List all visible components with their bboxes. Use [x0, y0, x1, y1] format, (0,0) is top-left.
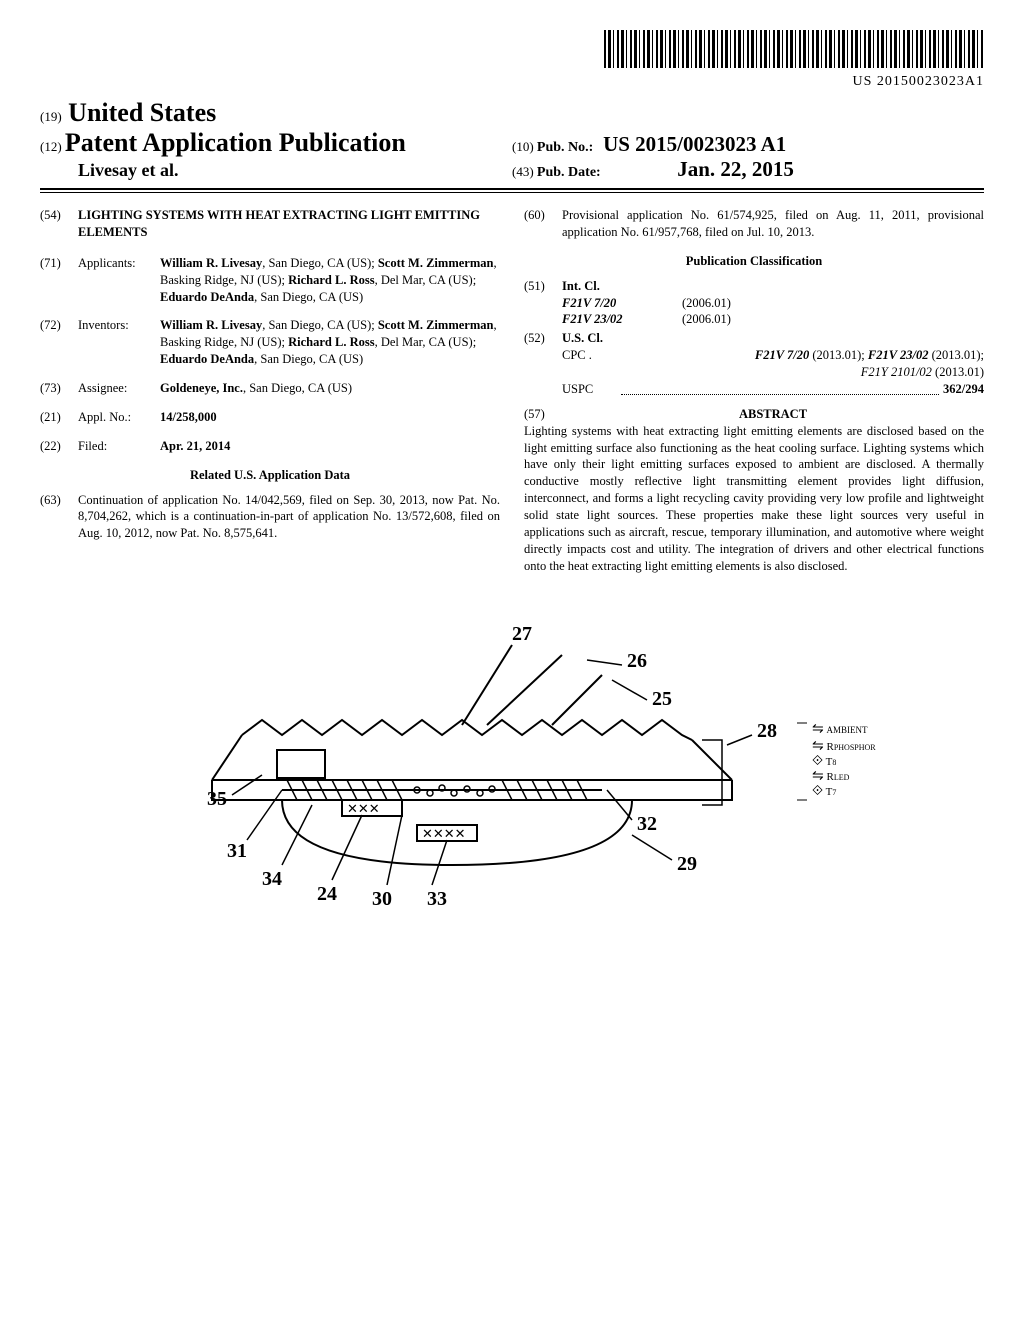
assignee-value: Goldeneye, Inc., San Diego, CA (US) — [160, 380, 500, 397]
barcode-number: US 20150023023A1 — [40, 74, 984, 90]
uspc-line: USPC 362/294 — [562, 381, 984, 398]
field-title: (54) LIGHTING SYSTEMS WITH HEAT EXTRACTI… — [40, 207, 500, 241]
svg-text:⟐ T8: ⟐ T8 — [812, 754, 836, 769]
appl-value: 14/258,000 — [160, 409, 500, 426]
filed-num: (22) — [40, 438, 78, 455]
uscl-num: (52) — [524, 330, 562, 398]
inventors-value: William R. Livesay, San Diego, CA (US); … — [160, 317, 500, 368]
body-columns: (54) LIGHTING SYSTEMS WITH HEAT EXTRACTI… — [40, 207, 984, 575]
divider-thin — [40, 192, 984, 193]
svg-text:⇋ RPHOSPHOR: ⇋ RPHOSPHOR — [812, 739, 876, 754]
field-provisional: (60) Provisional application No. 61/574,… — [524, 207, 984, 241]
uspc-dots — [621, 381, 939, 395]
field-appl-no: (21) Appl. No.: 14/258,000 — [40, 409, 500, 426]
cont-num: (63) — [40, 492, 78, 543]
inventors-num: (72) — [40, 317, 78, 368]
uscl-label: U.S. Cl. — [562, 330, 984, 347]
field-applicants: (71) Applicants: William R. Livesay, San… — [40, 255, 500, 306]
fig-label-25: 25 — [652, 688, 672, 710]
fig-label-35: 35 — [207, 788, 227, 810]
code-10-num: (10) — [512, 139, 534, 154]
code-19-num: (19) — [40, 109, 62, 124]
fig-label-28: 28 — [757, 720, 777, 742]
cpc-line: CPC . F21V 7/20 (2013.01); F21V 23/02 (2… — [562, 347, 984, 381]
code-43-num: (43) — [512, 164, 534, 179]
field-assignee: (73) Assignee: Goldeneye, Inc., San Dieg… — [40, 380, 500, 397]
fig-label-34: 34 — [262, 868, 282, 890]
intcl-code-1: F21V 23/02 — [562, 311, 682, 328]
patent-figure: ✕✕✕ ✕✕✕✕ 27 26 25 28 29 32 33 30 24 34 3… — [40, 605, 984, 949]
invention-title: LIGHTING SYSTEMS WITH HEAT EXTRACTING LI… — [78, 207, 500, 241]
field-filed: (22) Filed: Apr. 21, 2014 — [40, 438, 500, 455]
applicants-num: (71) — [40, 255, 78, 306]
abstract-head: ABSTRACT — [562, 406, 984, 423]
filed-value: Apr. 21, 2014 — [160, 438, 500, 455]
fig-label-32: 32 — [637, 813, 657, 835]
applicants-value: William R. Livesay, San Diego, CA (US); … — [160, 255, 500, 306]
field-uscl: (52) U.S. Cl. CPC . F21V 7/20 (2013.01);… — [524, 330, 984, 398]
divider-thick — [40, 188, 984, 190]
intcl-code-0: F21V 7/20 — [562, 295, 682, 312]
intcl-num: (51) — [524, 278, 562, 329]
assignee-label: Assignee: — [78, 380, 160, 397]
pub-date-value: Jan. 22, 2015 — [677, 157, 794, 181]
fig-label-24: 24 — [317, 883, 337, 905]
xxx-1: ✕✕✕ — [347, 801, 380, 816]
pub-no-value: US 2015/0023023 A1 — [603, 132, 786, 156]
fig-label-31: 31 — [227, 840, 247, 862]
fig-label-27: 27 — [512, 623, 532, 645]
field-continuation: (63) Continuation of application No. 14/… — [40, 492, 500, 543]
abstract-num: (57) — [524, 406, 562, 423]
uspc-label: USPC — [562, 381, 617, 398]
intcl-year-1: (2006.01) — [682, 311, 984, 328]
prov-value: Provisional application No. 61/574,925, … — [562, 207, 984, 241]
assignee-num: (73) — [40, 380, 78, 397]
left-column: (54) LIGHTING SYSTEMS WITH HEAT EXTRACTI… — [40, 207, 500, 575]
fig-label-26: 26 — [627, 650, 647, 672]
pub-no-label: Pub. No.: — [537, 140, 593, 155]
inventors-label: Inventors: — [78, 317, 160, 368]
authors: Livesay et al. — [78, 160, 512, 181]
svg-text:⇋ AMBIENT: ⇋ AMBIENT — [812, 722, 868, 737]
abstract-header: (57) ABSTRACT — [524, 406, 984, 423]
fig-label-33: 33 — [427, 888, 447, 910]
svg-text:⇋ RLED: ⇋ RLED — [812, 769, 850, 784]
intcl-row-1: F21V 23/02 (2006.01) — [562, 311, 984, 328]
header: (19) United States (12) Patent Applicati… — [40, 98, 984, 182]
figure-legend: ⇋ AMBIENT ⇋ RPHOSPHOR ⟐ T8 ⇋ RLED ⟐ T7 — [797, 722, 876, 800]
appl-num: (21) — [40, 409, 78, 426]
appl-label: Appl. No.: — [78, 409, 160, 426]
intcl-label: Int. Cl. — [562, 278, 984, 295]
field-inventors: (72) Inventors: William R. Livesay, San … — [40, 317, 500, 368]
publication-type: Patent Application Publication — [65, 128, 406, 157]
fig-label-29: 29 — [677, 853, 697, 875]
pub-class-head: Publication Classification — [524, 253, 984, 270]
svg-text:⟐ T7: ⟐ T7 — [812, 784, 836, 799]
applicants-label: Applicants: — [78, 255, 160, 306]
barcode-block: US 20150023023A1 — [40, 30, 984, 90]
xxx-2: ✕✕✕✕ — [422, 826, 466, 841]
cont-value: Continuation of application No. 14/042,5… — [78, 492, 500, 543]
abstract-body: Lighting systems with heat extracting li… — [524, 423, 984, 575]
title-num: (54) — [40, 207, 78, 241]
intcl-year-0: (2006.01) — [682, 295, 984, 312]
pub-date-label: Pub. Date: — [537, 165, 601, 180]
filed-label: Filed: — [78, 438, 160, 455]
uspc-value: 362/294 — [943, 381, 984, 398]
figure-svg: ✕✕✕ ✕✕✕✕ 27 26 25 28 29 32 33 30 24 34 3… — [132, 605, 892, 945]
prov-num: (60) — [524, 207, 562, 241]
intcl-row-0: F21V 7/20 (2006.01) — [562, 295, 984, 312]
right-column: (60) Provisional application No. 61/574,… — [524, 207, 984, 575]
code-12-num: (12) — [40, 139, 62, 154]
barcode-graphic — [604, 30, 984, 68]
fig-label-30: 30 — [372, 888, 392, 910]
field-intcl: (51) Int. Cl. F21V 7/20 (2006.01) F21V 2… — [524, 278, 984, 329]
code-19-value: United States — [68, 98, 216, 127]
related-data-head: Related U.S. Application Data — [40, 467, 500, 484]
